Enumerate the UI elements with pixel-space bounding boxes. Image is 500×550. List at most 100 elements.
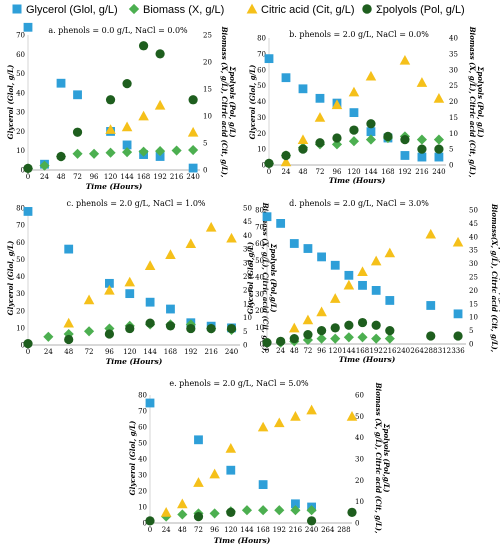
y2-axis-label: Σpolyols (Pol, g/L) <box>228 65 237 137</box>
y2-tick-label: 25 <box>243 273 252 281</box>
y2-tick-label: 60 <box>355 392 364 400</box>
y-tick-label: 40 <box>257 98 266 106</box>
data-point-square <box>23 22 33 32</box>
y-tick-label: 60 <box>16 51 25 59</box>
data-point-triangle <box>331 99 343 110</box>
y-tick-label: 10 <box>16 147 25 155</box>
data-point-diamond <box>316 333 327 344</box>
x-tick-label: 240 <box>305 526 318 534</box>
data-point-square <box>166 304 175 314</box>
data-point-square <box>315 93 325 103</box>
y2-tick-label: 20 <box>469 287 478 295</box>
data-point-triangle <box>226 232 237 243</box>
y2-axis-label: Biomass(X, g/L), Citric acid (Cit, g/L), <box>490 203 499 352</box>
data-point-circle <box>357 317 368 328</box>
chart-panel-e: e. phenols = 2.0 g/L, NaCl = 5.0% 0 24 48 72… <box>128 379 391 545</box>
x-tick-label: 240 <box>225 348 238 356</box>
y-tick-label: 70 <box>138 408 147 416</box>
y-tick-label: 30 <box>257 114 266 122</box>
data-point-circle <box>349 125 359 135</box>
data-point-square <box>281 73 291 83</box>
x-tick-label: 192 <box>369 347 382 355</box>
data-point-triangle <box>384 247 396 258</box>
y2-tick-label: 20 <box>449 98 458 106</box>
y2-tick-label: 25 <box>469 274 478 282</box>
y2-tick-label: 0 <box>203 167 207 175</box>
data-point-triangle <box>225 443 237 453</box>
data-point-triangle <box>165 249 176 259</box>
x-tick-label: 24 <box>40 173 49 181</box>
legend-square-marker <box>12 4 22 14</box>
y2-axis-label: Biomass (X, g/L), Citric acid (Cit, g/L)… <box>468 26 477 178</box>
y2-tick-label: 20 <box>355 477 364 485</box>
y2-tick-label: 5 <box>469 327 473 335</box>
data-point-triangle <box>357 266 368 277</box>
data-point-triangle <box>121 121 133 132</box>
x-tick-label: 120 <box>329 347 342 355</box>
y2-tick-label: 5 <box>243 328 247 336</box>
y2-tick-label: 5 <box>203 140 207 148</box>
series-diamond <box>22 144 199 174</box>
y2-tick-label: 40 <box>469 233 478 241</box>
y2-tick-label: 15 <box>203 86 212 94</box>
x-tick-label: 216 <box>289 526 303 534</box>
x-tick-label: 216 <box>415 168 429 176</box>
y2-tick-label: 35 <box>469 247 478 255</box>
y-tick-label: 0 <box>21 167 25 175</box>
data-point-circle <box>262 338 272 348</box>
y-tick-label: 0 <box>21 342 25 350</box>
data-point-diamond <box>177 509 188 520</box>
x-tick-label: 48 <box>178 526 187 534</box>
data-point-triangle <box>297 134 309 144</box>
data-point-circle <box>434 144 444 154</box>
data-point-circle <box>165 321 176 331</box>
series-circle <box>23 318 237 349</box>
data-point-diamond <box>188 144 199 156</box>
y2-axis-label: Σpolyols (Pol,g/L) <box>382 423 391 493</box>
data-point-diamond <box>105 147 116 158</box>
data-point-square <box>303 244 313 253</box>
series-circle <box>23 41 198 174</box>
y2-tick-label: 20 <box>243 287 252 295</box>
data-point-circle <box>400 134 410 145</box>
x-tick-label: 72 <box>85 348 94 356</box>
y2-tick-label: 15 <box>449 114 458 122</box>
data-point-triangle <box>257 421 269 432</box>
data-point-triangle <box>290 411 301 421</box>
y-tick-label: 20 <box>257 130 266 138</box>
data-point-triangle <box>329 293 341 303</box>
x-tick-label: 144 <box>342 347 356 355</box>
legend-label: Σpolyols (Pol, g/L) <box>376 4 465 16</box>
data-point-diamond <box>365 134 377 145</box>
data-point-circle <box>417 144 427 154</box>
x-tick-label: 144 <box>143 348 157 356</box>
x-tick-label: 288 <box>424 347 437 355</box>
y-axis-label: Glycerol (Glol, g/L) <box>6 65 15 140</box>
data-point-square <box>289 239 299 248</box>
data-point-diamond <box>241 505 253 516</box>
y2-tick-label: 30 <box>449 66 458 74</box>
legend-item: Σpolyols (Pol, g/L) <box>362 4 465 16</box>
x-tick-label: 216 <box>170 173 184 181</box>
data-point-circle <box>125 323 135 334</box>
data-point-square <box>125 289 135 299</box>
data-point-triangle <box>138 110 149 121</box>
x-tick-label: 144 <box>120 173 134 181</box>
y2-tick-label: 30 <box>469 260 478 268</box>
series-square <box>23 207 236 333</box>
y-tick-label: 80 <box>257 35 266 43</box>
x-tick-label: 96 <box>333 168 342 176</box>
data-point-square <box>105 278 114 288</box>
data-point-triangle <box>144 260 156 270</box>
data-point-diamond <box>122 147 133 158</box>
data-point-circle <box>23 339 33 349</box>
data-point-square <box>155 152 165 161</box>
data-point-triangle <box>124 276 136 287</box>
data-point-square <box>400 151 410 160</box>
data-point-diamond <box>348 136 360 147</box>
data-point-square <box>262 212 272 222</box>
data-point-square <box>434 152 444 162</box>
data-point-square <box>145 398 155 408</box>
y2-axis-label: Biomass (X, g/L), Citric acid (Cit, g/L)… <box>374 382 383 534</box>
data-point-triangle <box>302 314 314 325</box>
